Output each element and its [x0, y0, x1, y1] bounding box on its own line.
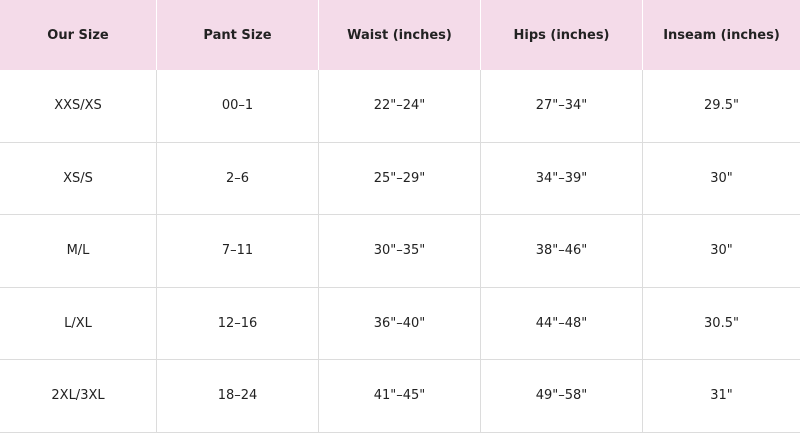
table-cell: 25"–29" — [319, 142, 481, 215]
table-cell: XS/S — [0, 142, 157, 215]
table-cell: 49"–58" — [481, 360, 643, 433]
header-cell: Our Size — [0, 0, 157, 70]
table-cell: 22"–24" — [319, 70, 481, 143]
header-cell: Inseam (inches) — [643, 0, 800, 70]
table-cell: 00–1 — [157, 70, 319, 143]
table-cell: 29.5" — [643, 70, 800, 143]
table-cell: M/L — [0, 215, 157, 288]
table-cell: 34"–39" — [481, 142, 643, 215]
table-cell: 2XL/3XL — [0, 360, 157, 433]
table-cell: 18–24 — [157, 360, 319, 433]
header-cell: Waist (inches) — [319, 0, 481, 70]
table-cell: 30.5" — [643, 288, 800, 360]
table-cell: 12–16 — [157, 287, 319, 360]
table-cell: 7–11 — [157, 215, 319, 288]
table-cell: 41"–45" — [319, 360, 481, 433]
table-cell: 31" — [643, 360, 800, 433]
table-cell: L/XL — [0, 287, 157, 360]
table-cell: 2–6 — [157, 142, 319, 215]
table-cell: XXS/XS — [0, 70, 157, 143]
table-cell: 30"–35" — [319, 215, 481, 288]
table-cell: 30" — [643, 215, 800, 288]
table-cell: 38"–46" — [481, 215, 643, 288]
table-cell: 27"–34" — [481, 70, 643, 143]
header-cell: Hips (inches) — [481, 0, 643, 70]
table-cell: 36"–40" — [319, 287, 481, 360]
table-cell: 44"–48" — [481, 287, 643, 360]
header-cell: Pant Size — [157, 0, 319, 70]
table-cell: 30" — [643, 143, 800, 215]
